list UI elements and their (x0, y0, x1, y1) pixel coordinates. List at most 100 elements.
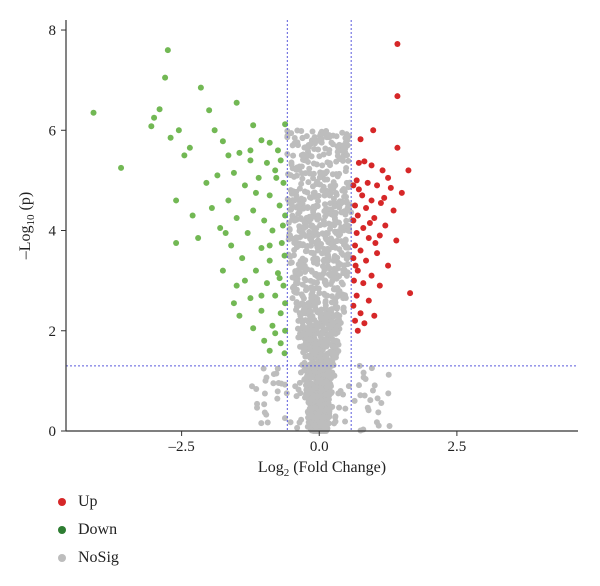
up-point (359, 192, 366, 199)
down-point (225, 152, 232, 159)
nosig-point (278, 380, 285, 387)
nosig-point (341, 193, 348, 200)
down-point (252, 189, 259, 196)
ticks: –2.5 0.0 2.5 0 2 4 6 8 (49, 23, 467, 455)
nosig-point (281, 415, 288, 422)
nosig-point (294, 142, 301, 149)
nosig-point (296, 208, 303, 215)
nosig-point (338, 224, 345, 231)
down-point (274, 270, 281, 277)
nosig-point (320, 130, 327, 137)
nosig-point (313, 319, 320, 326)
nosig-point (333, 189, 340, 196)
nosig-point (330, 319, 337, 326)
nosig-point (371, 382, 378, 389)
nosig-point (311, 228, 318, 235)
down-point (173, 197, 180, 204)
nosig-point (386, 422, 393, 429)
nosig-point (345, 184, 352, 191)
down-point (280, 282, 287, 289)
nosig-point (304, 204, 311, 211)
nosig-point (316, 400, 323, 407)
nosig-point (270, 380, 277, 387)
nosig-point (321, 221, 328, 228)
nosig-point (300, 330, 307, 337)
nosig-point (321, 279, 328, 286)
nosig-point (308, 360, 315, 367)
nosig-point (320, 363, 327, 370)
nosig-point (327, 162, 334, 169)
down-point (247, 147, 254, 154)
nosig-point (327, 225, 334, 232)
legend-item-up: Up (58, 488, 119, 516)
legend-marker-nosig (58, 554, 66, 562)
nosig-point (325, 396, 332, 403)
up-point (353, 230, 360, 237)
down-point (156, 106, 163, 113)
nosig-point (346, 227, 353, 234)
down-point (175, 127, 182, 134)
nosig-point (308, 249, 315, 256)
nosig-point (294, 325, 301, 332)
down-point (258, 307, 265, 314)
down-point (258, 137, 265, 144)
nosig-point (335, 219, 342, 226)
nosig-point (312, 340, 319, 347)
nosig-point (253, 385, 260, 392)
nosig-point (309, 183, 316, 190)
nosig-point (318, 273, 325, 280)
nosig-point (287, 419, 294, 426)
legend-label-nosig: NoSig (78, 549, 119, 566)
nosig-point (301, 345, 308, 352)
nosig-point (375, 422, 382, 429)
nosig-point (274, 388, 281, 395)
down-point (195, 235, 202, 242)
y-tick-label: 8 (49, 23, 57, 39)
nosig-point (324, 245, 331, 252)
nosig-point (312, 383, 319, 390)
nosig-point (360, 369, 367, 376)
nosig-point (374, 395, 381, 402)
nosig-point (330, 362, 337, 369)
down-point (255, 174, 262, 181)
down-point (197, 84, 204, 91)
up-point (361, 158, 368, 165)
nosig-point (322, 298, 329, 305)
up-point (385, 174, 392, 181)
nosig-point (260, 365, 267, 372)
plot-svg: –2.5 0.0 2.5 0 2 4 6 8 Log2 (Fold Change) –Log1… (17, 20, 578, 479)
nosig-point (336, 170, 343, 177)
up-point (394, 144, 401, 151)
nosig-point (341, 267, 348, 274)
nosig-point (314, 393, 321, 400)
nosig-point (304, 189, 311, 196)
down-point (281, 350, 288, 357)
nosig-point (299, 293, 306, 300)
nosig-point (341, 308, 348, 315)
nosig-point (339, 147, 346, 154)
nosig-point (343, 244, 350, 251)
nosig-point (307, 214, 314, 221)
down-point (162, 74, 169, 81)
nosig-point (333, 238, 340, 245)
nosig-point (297, 369, 304, 376)
up-point (363, 204, 370, 211)
down-point (181, 152, 188, 159)
nosig-point (303, 376, 310, 383)
nosig-point (297, 216, 304, 223)
nosig-point (297, 241, 304, 248)
nosig-point (291, 197, 298, 204)
y-tick-label: 6 (49, 123, 57, 139)
down-point (272, 330, 279, 337)
nosig-point (326, 372, 333, 379)
nosig-point (289, 295, 296, 302)
nosig-point (305, 388, 312, 395)
up-point (405, 167, 412, 174)
nosig-point (342, 405, 349, 412)
down-point (225, 197, 232, 204)
nosig-point (338, 249, 345, 256)
nosig-point (285, 219, 292, 226)
nosig-point (325, 414, 332, 421)
nosig-point (316, 310, 323, 317)
y-tick-label: 2 (49, 324, 57, 340)
